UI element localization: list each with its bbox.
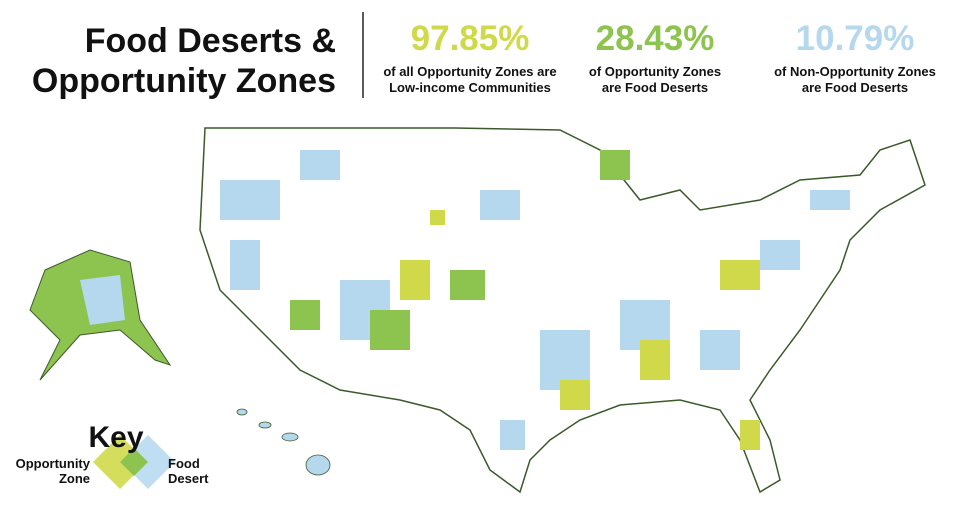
stat-caption: are Food Deserts xyxy=(802,80,908,95)
title-line: Opportunity Zones xyxy=(32,62,336,100)
stat-caption: of all Opportunity Zones are xyxy=(383,64,556,79)
key-label: Desert xyxy=(168,471,209,486)
key-title: Key xyxy=(88,421,143,454)
stat-value: 10.79% xyxy=(796,19,915,58)
stat-value: 97.85% xyxy=(411,19,530,58)
region xyxy=(80,275,125,325)
stat-caption: of Non-Opportunity Zones xyxy=(774,64,936,79)
title-line: Food Deserts & xyxy=(85,22,336,60)
stat-caption: are Food Deserts xyxy=(602,80,708,95)
contiguous-us xyxy=(199,127,926,494)
overlap-swatch xyxy=(120,448,148,476)
regions xyxy=(220,150,850,450)
stat-value: 28.43% xyxy=(596,19,715,58)
key-label: Zone xyxy=(59,471,90,486)
key-label: Opportunity xyxy=(16,456,91,471)
map xyxy=(29,127,926,494)
stat-caption: of Opportunity Zones xyxy=(589,64,721,79)
stat-caption: Low-income Communities xyxy=(389,80,551,95)
key-label: Food xyxy=(168,456,200,471)
key: Key Opportunity Zone Food Desert xyxy=(16,421,209,489)
hawaii xyxy=(236,408,331,476)
